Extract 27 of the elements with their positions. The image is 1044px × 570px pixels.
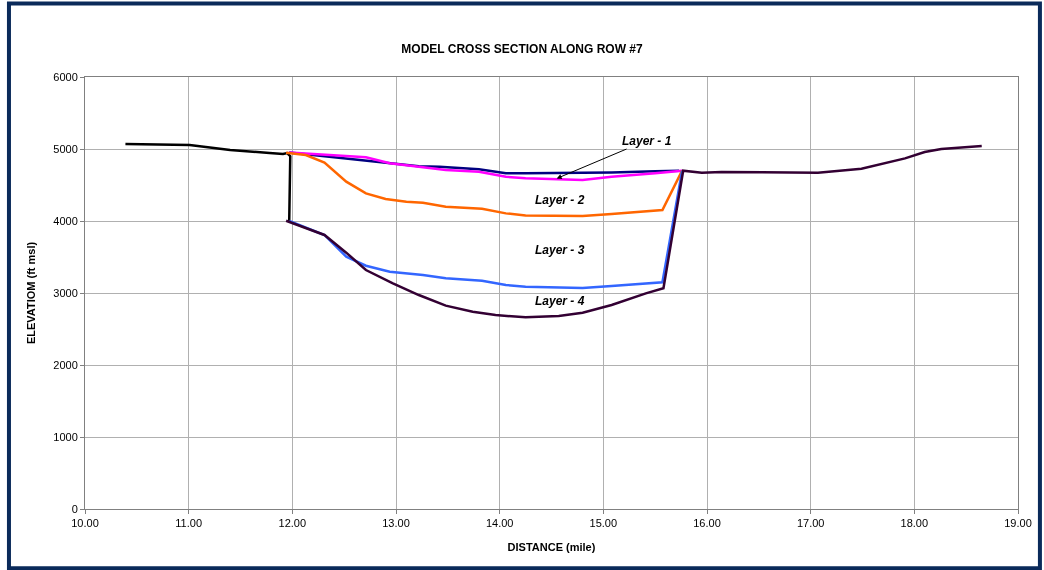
y-tick-label: 3000 (53, 286, 78, 299)
annotation: Layer - 3 (535, 243, 585, 257)
x-axis-title: DISTANCE (mile) (507, 541, 596, 554)
line-series (287, 151, 684, 182)
annotation: Layer - 1 (622, 134, 672, 148)
chart-title: MODEL CROSS SECTION ALONG ROW #7 (401, 41, 643, 56)
x-tick-label: 18.00 (900, 517, 929, 530)
x-tick-label: 14.00 (485, 517, 514, 530)
y-tick-label: 4000 (53, 214, 78, 227)
x-tick-label: 16.00 (693, 517, 721, 530)
x-tick-label: 19.00 (1004, 517, 1032, 530)
y-axis-title: ELEVATIOM (ft msl) (24, 241, 37, 345)
y-tick-label: 1000 (53, 430, 78, 443)
y-tick-label: 2000 (53, 358, 78, 371)
annotation: Layer - 4 (535, 294, 585, 308)
x-tick-label: 15.00 (589, 517, 618, 530)
y-tick-label: 6000 (53, 70, 78, 83)
y-tick-label: 0 (71, 502, 78, 515)
x-tick-label: 17.00 (796, 517, 825, 530)
x-tick-label: 10.00 (71, 517, 99, 530)
x-tick-label: 13.00 (382, 517, 410, 530)
x-tick-label: 12.00 (278, 517, 307, 530)
x-tick-label: 11.00 (175, 517, 203, 530)
annotation: Layer - 2 (535, 193, 585, 207)
line-series (124, 142, 292, 223)
y-tick-label: 5000 (53, 142, 78, 155)
line-series (284, 151, 684, 218)
